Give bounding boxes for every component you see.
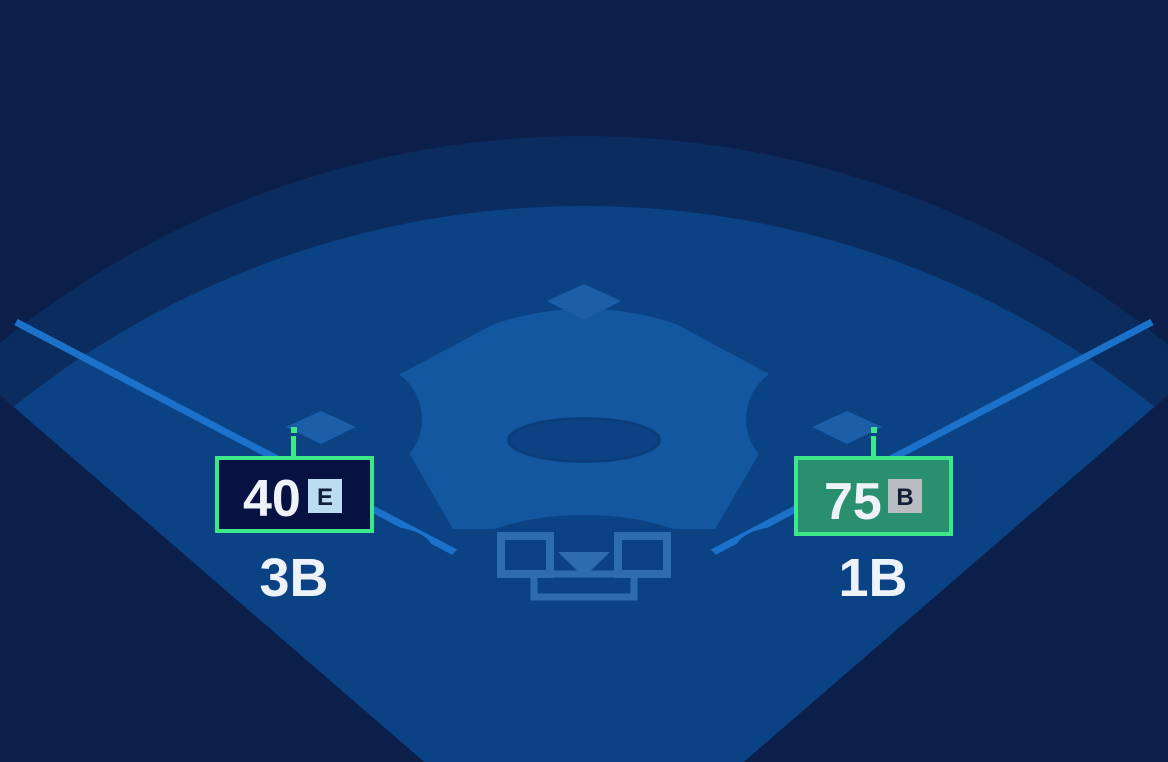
svg-text:E: E [317,484,333,511]
svg-text:3B: 3B [259,548,328,608]
svg-text:1B: 1B [838,548,907,608]
svg-text:75: 75 [824,473,882,531]
svg-text:40: 40 [243,470,301,528]
svg-text:B: B [896,484,913,511]
